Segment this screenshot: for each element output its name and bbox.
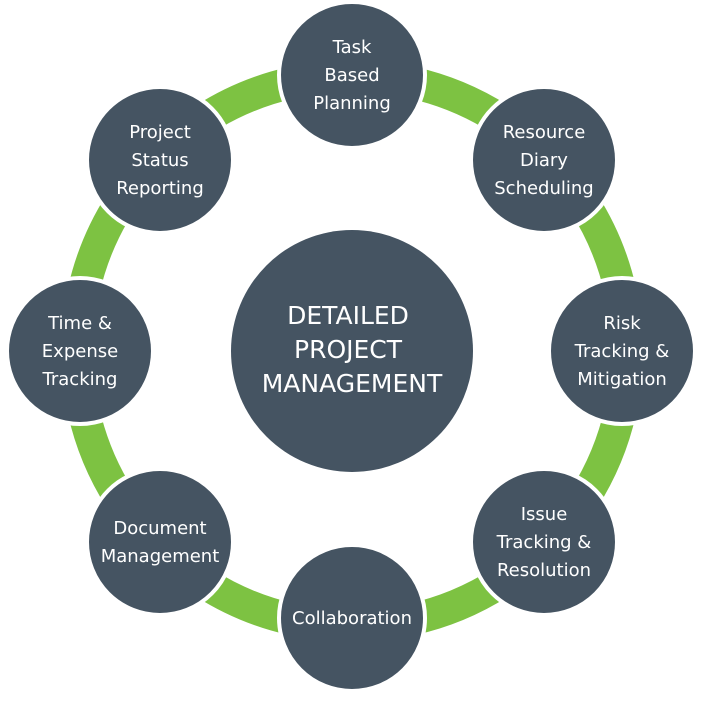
node-resource-diary-scheduling: Resource Diary Scheduling [469,85,619,235]
node-time-expense-tracking: Time & Expense Tracking [5,276,155,426]
node-circle [469,467,619,617]
center-circle [231,230,473,472]
node-circle [277,543,427,693]
node-label: Risk Tracking & Mitigation [574,313,670,390]
node-label: Task Based Planning [313,37,391,114]
node-label: Resource Diary Scheduling [494,122,593,199]
node-label-line: Project [129,122,191,143]
node-label: Issue Tracking & Resolution [496,504,592,581]
node-document-management: Document Management [85,467,235,617]
node-label-line: Tracking & [574,341,670,362]
node-label-line: Time & [47,313,112,334]
center-hub: DETAILED PROJECT MANAGEMENT [231,230,473,472]
node-label: Project Status Reporting [116,122,204,199]
node-label-line: Diary [520,150,568,171]
node-label: Document Management [101,518,220,567]
node-label-line: Status [131,150,188,171]
node-label-line: Resource [503,122,586,143]
node-label-line: Based [324,65,379,86]
node-label-line: Tracking [42,369,118,390]
node-label: Time & Expense Tracking [42,313,119,390]
node-label: Collaboration [292,608,412,629]
node-issue-tracking-resolution: Issue Tracking & Resolution [469,467,619,617]
node-label-line: Document [113,518,206,539]
node-risk-tracking-mitigation: Risk Tracking & Mitigation [547,276,697,426]
node-label-line: Collaboration [292,608,412,629]
node-label-line: Tracking & [496,532,592,553]
node-label-line: Planning [313,93,391,114]
center-label-line: MANAGEMENT [262,369,443,398]
node-label-line: Risk [603,313,641,334]
node-label-line: Management [101,546,220,567]
node-circle [85,467,235,617]
node-circle [469,85,619,235]
node-task-based-planning: Task Based Planning [277,0,427,150]
node-label-line: Scheduling [494,178,593,199]
center-label-line: DETAILED [287,301,409,330]
node-circle [547,276,697,426]
node-label-line: Mitigation [577,369,667,390]
node-project-status-reporting: Project Status Reporting [85,85,235,235]
node-label-line: Reporting [116,178,204,199]
node-label-line: Resolution [497,560,591,581]
center-label-line: PROJECT [294,335,403,364]
node-collaboration: Collaboration [277,543,427,693]
node-circle [85,85,235,235]
node-label-line: Task [332,37,372,58]
outer-nodes: Task Based Planning Resource Diary Scheduling… [5,0,697,693]
center-label: DETAILED PROJECT MANAGEMENT [262,301,443,398]
node-label-line: Expense [42,341,118,362]
node-circle [277,0,427,150]
node-label-line: Issue [521,504,568,525]
node-circle [5,276,155,426]
